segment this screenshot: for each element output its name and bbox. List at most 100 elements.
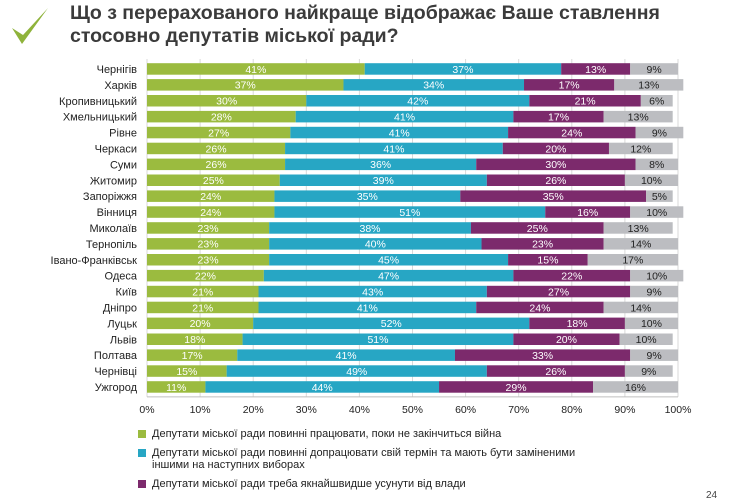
bar-segment: [258, 301, 477, 314]
data-label: 6%: [649, 96, 664, 108]
data-label: 44%: [312, 382, 333, 394]
bar-segment: [147, 206, 275, 218]
data-label: 24%: [200, 191, 221, 203]
bar-segment: [476, 158, 636, 171]
data-label: 17%: [622, 255, 643, 267]
bar-segment: [147, 142, 286, 155]
data-label: 25%: [203, 175, 224, 187]
data-label: 42%: [407, 96, 428, 108]
bar-segment: [513, 269, 631, 282]
data-label: 17%: [559, 80, 580, 92]
x-tick-label: 70%: [508, 404, 529, 416]
bar-segment: [343, 79, 525, 91]
bar-segment: [454, 349, 631, 361]
bar-segment: [269, 254, 509, 266]
category-label: Одеса: [105, 271, 138, 283]
bar-segment: [306, 95, 530, 107]
data-label: 41%: [336, 350, 357, 362]
bar-segment: [603, 110, 673, 123]
category-label: Черкаси: [95, 143, 137, 155]
data-label: 10%: [641, 175, 662, 187]
bar-segment: [614, 79, 684, 91]
x-tick-label: 90%: [614, 404, 635, 416]
category-label: Київ: [116, 287, 138, 299]
bar-segment: [619, 333, 673, 345]
data-label: 37%: [452, 64, 473, 76]
bar-segment: [237, 349, 455, 361]
bar-segment: [147, 174, 280, 186]
data-label: 10%: [641, 318, 662, 330]
data-label: 35%: [543, 191, 564, 203]
bar-segment: [508, 254, 588, 266]
data-label: 9%: [647, 64, 662, 76]
data-label: 13%: [585, 64, 606, 76]
bar-segment: [630, 206, 684, 218]
bar-segment: [147, 238, 270, 250]
data-label: 24%: [200, 207, 221, 219]
bar-segment: [630, 349, 678, 361]
bar-segment: [545, 206, 631, 218]
data-label: 52%: [381, 318, 402, 330]
data-label: 12%: [630, 143, 651, 155]
bar-segment: [486, 174, 625, 186]
bar-segment: [630, 63, 678, 75]
data-label: 20%: [545, 143, 566, 155]
data-label: 51%: [367, 334, 388, 346]
data-label: 9%: [647, 286, 662, 298]
data-label: 10%: [646, 270, 667, 282]
bar-segment: [147, 349, 238, 361]
bar-segment: [502, 142, 609, 155]
data-label: 10%: [646, 207, 667, 219]
bar-segment: [290, 126, 509, 139]
data-label: 16%: [625, 382, 646, 394]
x-tick-label: 50%: [402, 404, 423, 416]
data-label: 23%: [198, 255, 219, 267]
data-label: 41%: [245, 64, 266, 76]
data-label: 51%: [399, 207, 420, 219]
bar-segment: [439, 381, 594, 393]
data-label: 9%: [647, 350, 662, 362]
category-label: Миколаїв: [89, 223, 137, 235]
legend-item-1: Депутати міської ради повинні працювати,…: [138, 428, 698, 440]
bar-segment: [147, 269, 264, 282]
bar-segment: [635, 126, 684, 139]
data-label: 27%: [208, 127, 229, 139]
bar-segment: [274, 206, 546, 218]
data-label: 14%: [630, 239, 651, 251]
bar-segment: [147, 301, 259, 314]
category-label: Полтава: [94, 350, 138, 362]
data-label: 23%: [532, 239, 553, 251]
bar-segment: [624, 174, 678, 186]
category-label: Львів: [110, 334, 137, 346]
logo-check-icon: [12, 8, 48, 44]
bar-segment: [608, 142, 673, 155]
category-label: Чернівці: [94, 366, 137, 378]
data-label: 13%: [628, 223, 649, 235]
x-tick-label: 60%: [455, 404, 476, 416]
legend-label-3: Депутати міської ради треба якнайшвидше …: [152, 478, 466, 490]
data-label: 23%: [198, 239, 219, 251]
category-label: Запоріжжя: [83, 191, 137, 203]
data-label: 15%: [537, 255, 558, 267]
x-tick-label: 30%: [296, 404, 317, 416]
x-tick-label: 10%: [190, 404, 211, 416]
category-label: Рівне: [109, 128, 137, 140]
data-label: 37%: [235, 80, 256, 92]
data-label: 9%: [652, 127, 667, 139]
data-label: 20%: [190, 318, 211, 330]
bar-segment: [205, 381, 440, 393]
bar-segment: [147, 317, 254, 330]
bar-segment: [147, 79, 344, 91]
stacked-bar-chart: Чернігів 41% 37% 13% 9%Харків 37% 34% 17% 13%Кро…: [51, 59, 691, 416]
bar-segment: [481, 238, 604, 250]
data-label: 34%: [423, 80, 444, 92]
data-label: 16%: [577, 207, 598, 219]
data-label: 35%: [357, 191, 378, 203]
bar-segment: [460, 190, 647, 202]
legend-label-2b: іншими на наступних виборах: [152, 459, 305, 471]
bar-segment: [274, 190, 461, 202]
data-label: 21%: [192, 302, 213, 314]
data-label: 27%: [548, 286, 569, 298]
data-label: 24%: [561, 127, 582, 139]
data-label: 41%: [383, 143, 404, 155]
